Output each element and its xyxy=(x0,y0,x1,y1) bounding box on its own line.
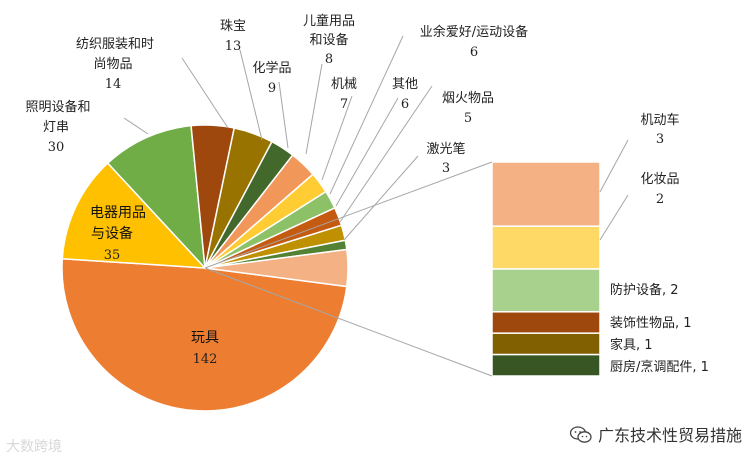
bar-group xyxy=(491,161,601,377)
label-textile-name2: 尚物品 xyxy=(93,57,132,72)
leader-child xyxy=(305,63,323,155)
label-hobby-value: 6 xyxy=(470,45,478,60)
leader-textile xyxy=(181,57,229,129)
watermark-right: 广东技术性贸易措施 xyxy=(569,422,742,446)
data-labels: 玩具 142 电器用品 与设备 35 照明设备和 灯串 30 纺织服装和时 尚物… xyxy=(25,13,708,375)
bar-segment-0 xyxy=(491,161,601,227)
leader-fire xyxy=(339,85,433,223)
connector-top xyxy=(204,161,493,269)
label-chem-value: 9 xyxy=(268,81,276,96)
pie-slice-2 xyxy=(106,124,206,271)
connector-bottom xyxy=(204,267,493,377)
label-cosm-name: 化妆品 xyxy=(640,172,679,187)
label-jewel-name: 珠宝 xyxy=(220,19,246,34)
bar-segment-2 xyxy=(491,268,601,313)
pie-slice-12 xyxy=(204,248,349,288)
leader-chem xyxy=(278,81,289,149)
label-light-name1: 照明设备和 xyxy=(25,99,90,115)
connector-lines xyxy=(204,161,493,377)
label-cosm-value: 2 xyxy=(656,192,664,207)
label-child-value: 8 xyxy=(325,52,333,67)
bar-segment-5 xyxy=(491,353,601,377)
label-laser-name: 激光笔 xyxy=(426,141,465,157)
pie-group xyxy=(61,124,349,412)
label-light-name2: 灯串 xyxy=(43,120,69,135)
label-child-name1: 儿童用品 xyxy=(303,13,355,29)
label-light-value: 30 xyxy=(48,140,65,155)
wechat-icon xyxy=(569,426,592,443)
label-jewel-value: 13 xyxy=(225,39,242,54)
label-mach-name: 机械 xyxy=(331,77,357,92)
watermark-left: 大数跨境 xyxy=(6,439,62,455)
label-hobby-name: 业余爱好/运动设备 xyxy=(420,24,528,40)
leader-light xyxy=(123,117,149,135)
bar-segment-3 xyxy=(491,311,601,334)
bar-segment-4 xyxy=(491,332,601,356)
watermark-right-text: 广东技术性贸易措施 xyxy=(597,426,742,445)
leader-mach xyxy=(321,95,353,181)
leader-cosm xyxy=(599,194,629,241)
label-motor-value: 3 xyxy=(656,132,664,147)
label-toys-value: 142 xyxy=(193,352,218,367)
label-other-value: 6 xyxy=(401,97,409,112)
pie-slice-1 xyxy=(61,162,207,269)
label-laser-value: 3 xyxy=(442,161,450,176)
label-motor-name: 机动车 xyxy=(640,112,679,128)
label-protect: 防护设备, 2 xyxy=(610,282,679,298)
label-textile-name1: 纺织服装和时 xyxy=(76,37,154,52)
bar-segment-1 xyxy=(491,225,601,270)
label-child-name2: 和设备 xyxy=(309,32,348,48)
label-textile-value: 14 xyxy=(105,77,122,92)
leader-lines xyxy=(123,35,629,241)
label-toys-name: 玩具 xyxy=(191,330,219,346)
leader-motor xyxy=(599,139,629,193)
leader-laser xyxy=(343,155,419,241)
pie-slice-0 xyxy=(61,257,348,412)
label-furn: 家具, 1 xyxy=(610,337,653,353)
label-other-name: 其他 xyxy=(392,77,418,92)
label-mach-value: 7 xyxy=(340,97,348,112)
leader-other xyxy=(335,97,399,207)
leader-jewel xyxy=(239,49,263,141)
leader-hobby xyxy=(329,35,404,195)
label-elec-value: 35 xyxy=(104,248,121,263)
label-fire-name: 烟火物品 xyxy=(442,91,494,106)
label-chem-name: 化学品 xyxy=(252,60,291,76)
label-elec-name1: 电器用品 xyxy=(90,205,146,221)
label-elec-name2: 与设备 xyxy=(91,225,133,242)
label-kitchen: 厨房/烹调配件, 1 xyxy=(610,359,709,375)
label-decor: 装饰性物品, 1 xyxy=(610,316,692,331)
label-fire-value: 5 xyxy=(464,111,472,126)
